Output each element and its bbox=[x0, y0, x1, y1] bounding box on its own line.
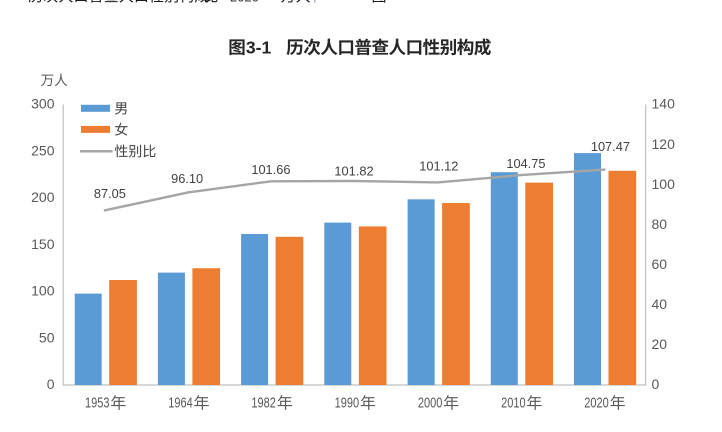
svg-text:2010: 2010 bbox=[501, 394, 525, 411]
svg-text:250: 250 bbox=[31, 142, 55, 158]
svg-text:101.66: 101.66 bbox=[251, 162, 290, 177]
svg-text:107.47: 107.47 bbox=[591, 139, 630, 154]
svg-text:101.82: 101.82 bbox=[334, 163, 373, 178]
svg-text:87.05: 87.05 bbox=[94, 186, 126, 201]
svg-text:100: 100 bbox=[652, 176, 676, 192]
svg-text:120: 120 bbox=[652, 136, 676, 152]
svg-text:1964: 1964 bbox=[168, 394, 193, 411]
svg-text:1982: 1982 bbox=[251, 394, 276, 411]
svg-text:1990: 1990 bbox=[335, 394, 360, 411]
svg-text:200: 200 bbox=[31, 189, 55, 205]
svg-text:140: 140 bbox=[652, 96, 676, 112]
svg-text:104.75: 104.75 bbox=[506, 156, 545, 171]
svg-text:150: 150 bbox=[31, 236, 55, 252]
svg-text:96.10: 96.10 bbox=[171, 171, 203, 186]
svg-text:20: 20 bbox=[652, 336, 668, 352]
svg-text:80: 80 bbox=[652, 216, 668, 232]
svg-text:2000: 2000 bbox=[418, 394, 443, 411]
svg-text:40: 40 bbox=[652, 296, 668, 312]
svg-text:2020: 2020 bbox=[230, 0, 259, 4]
svg-text:101.12: 101.12 bbox=[419, 159, 458, 174]
svg-text:0: 0 bbox=[652, 376, 660, 392]
svg-text:3-1: 3-1 bbox=[246, 38, 272, 58]
svg-text:50: 50 bbox=[39, 329, 55, 345]
svg-text:2020: 2020 bbox=[584, 394, 609, 411]
svg-text:0: 0 bbox=[47, 376, 55, 392]
svg-text:60: 60 bbox=[652, 256, 668, 272]
svg-text:300: 300 bbox=[31, 96, 55, 112]
svg-text:1953: 1953 bbox=[85, 394, 110, 411]
svg-text:100: 100 bbox=[31, 283, 55, 299]
